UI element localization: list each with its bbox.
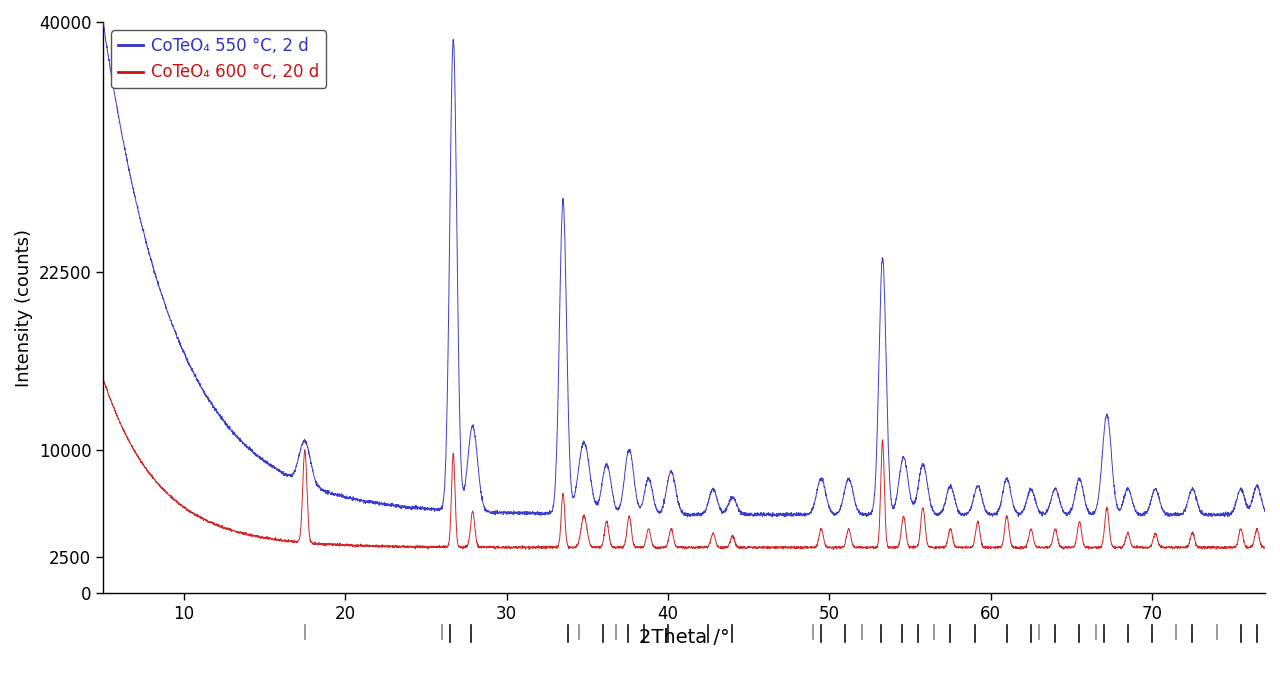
Legend: CoTeO₄ 550 °C, 2 d, CoTeO₄ 600 °C, 20 d: CoTeO₄ 550 °C, 2 d, CoTeO₄ 600 °C, 20 d bbox=[111, 30, 326, 88]
X-axis label: 2Theta /°: 2Theta /° bbox=[639, 629, 730, 648]
Y-axis label: Intensity (counts): Intensity (counts) bbox=[15, 228, 33, 387]
